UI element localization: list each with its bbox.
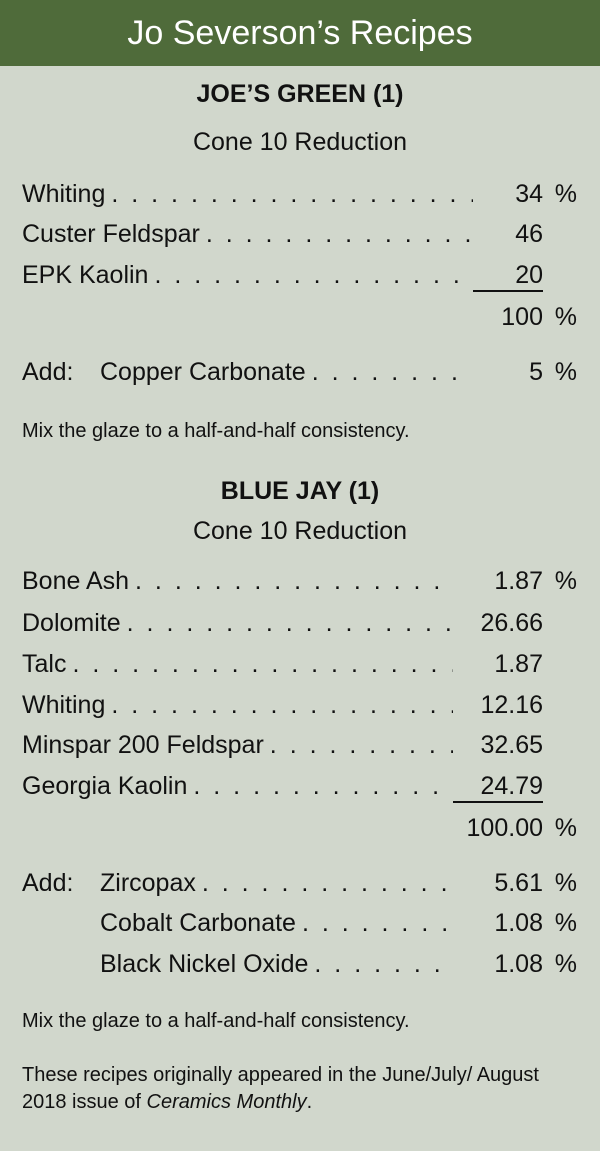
ingredient-name: Georgia Kaolin <box>22 772 188 800</box>
ingredient-name: Copper Carbonate <box>100 358 306 386</box>
dot-leader: . . . . . . . . . . . . . . . . . . . . … <box>126 609 453 637</box>
ingredient-name: EPK Kaolin <box>22 261 149 289</box>
ingredient-row: EPK Kaolin . . . . . . . . . . . . . . .… <box>22 261 577 292</box>
ingredient-name: Custer Feldspar <box>22 220 200 248</box>
total-row: 100.00% <box>22 814 577 844</box>
ingredient-row: Talc . . . . . . . . . . . . . . . . . .… <box>22 650 577 680</box>
dot-leader: . . . . . . . . . . . . . . . . . . . . … <box>154 261 473 289</box>
ingredient-name: Cobalt Carbonate <box>100 909 296 937</box>
ingredient-name: Whiting <box>22 180 106 208</box>
ingredient-amount: 5.61 <box>494 869 543 897</box>
unit: % <box>554 180 577 208</box>
recipe-title: BLUE JAY (1) <box>220 477 380 505</box>
ingredient-name: Black Nickel Oxide <box>100 950 309 978</box>
ingredient-name: Dolomite <box>22 609 121 637</box>
dot-leader: . . . . . . . . . . . . . . . . . . . . … <box>111 691 453 719</box>
ingredient-amount: 1.08 <box>494 950 543 978</box>
ingredient-amount: 5 <box>529 358 543 386</box>
ingredient-name: Whiting <box>22 691 106 719</box>
ingredient-row: Georgia Kaolin . . . . . . . . . . . . .… <box>22 772 577 803</box>
addition-row: Cobalt Carbonate . . . . . . . . . . . .… <box>22 909 577 939</box>
ingredient-amount: 12.16 <box>480 691 543 719</box>
firing-cone: Cone 10 Reduction <box>192 517 408 545</box>
unit: % <box>554 950 577 978</box>
total-row: 100% <box>22 303 577 333</box>
ingredient-row: Whiting . . . . . . . . . . . . . . . . … <box>22 180 577 210</box>
dot-leader: . . . . . . . . . . . . . . . . . . . . … <box>111 180 473 208</box>
recipe-note: Mix the glaze to a half-and-half consist… <box>22 1010 410 1032</box>
dot-leader: . . . . . . . . . . . . . . . . . . . . … <box>72 650 453 678</box>
ingredient-name: Talc <box>22 650 67 678</box>
ingredient-name: Zircopax <box>100 869 196 897</box>
addition-row: Add: Copper Carbonate . . . . . . . . . .… <box>22 358 577 388</box>
addition-row: Add: Zircopax . . . . . . . . . . . . . .… <box>22 869 577 899</box>
ingredient-amount: 46 <box>515 220 543 248</box>
ingredient-amount: 100.00 <box>466 814 543 842</box>
add-label: Add: <box>22 358 74 386</box>
dot-leader: . . . . . . . . . . . . . . . . . . . . … <box>193 772 453 800</box>
dot-leader: . . . . . . . . . . . . . . . . . . . . … <box>269 731 453 759</box>
add-label: Add: <box>22 869 74 897</box>
footer-note: These recipes originally appeared in the… <box>22 1064 539 1113</box>
ingredient-row: Minspar 200 Feldspar . . . . . . . . . .… <box>22 731 577 761</box>
dot-leader: . . . . . . . . . . . . . . . . . . . . … <box>135 567 453 595</box>
dot-leader: . . . . . . . . . . . . . . . . . . . . … <box>311 358 473 386</box>
unit: % <box>554 869 577 897</box>
ingredient-name: Bone Ash <box>22 567 130 595</box>
magazine-title: Ceramics Monthly <box>146 1091 307 1113</box>
header-title: Jo Severson’s Recipes <box>0 0 600 66</box>
dot-leader: . . . . . . . . . . . . . . . . . . . . … <box>301 909 453 937</box>
unit: % <box>554 303 577 331</box>
ingredient-amount: 26.66 <box>480 609 543 637</box>
ingredient-row: Custer Feldspar . . . . . . . . . . . . … <box>22 220 577 250</box>
firing-cone: Cone 10 Reduction <box>192 128 408 156</box>
dot-leader: . . . . . . . . . . . . . . . . . . . . … <box>205 220 473 248</box>
ingredient-name: Minspar 200 Feldspar <box>22 731 264 759</box>
recipe-title: JOE’S GREEN (1) <box>196 80 404 108</box>
ingredient-row: Dolomite . . . . . . . . . . . . . . . .… <box>22 609 577 639</box>
ingredient-amount: 1.87 <box>494 567 543 595</box>
dot-leader: . . . . . . . . . . . . . . . . . . . . … <box>314 950 453 978</box>
ingredient-amount: 1.87 <box>494 650 543 678</box>
dot-leader: . . . . . . . . . . . . . . . . . . . . … <box>201 869 453 897</box>
ingredient-amount: 32.65 <box>480 731 543 759</box>
ingredient-row: Whiting . . . . . . . . . . . . . . . . … <box>22 691 577 721</box>
ingredient-amount: 20 <box>473 261 543 292</box>
ingredient-amount: 100 <box>501 303 543 331</box>
ingredient-amount: 1.08 <box>494 909 543 937</box>
unit: % <box>554 909 577 937</box>
recipe-note: Mix the glaze to a half-and-half consist… <box>22 420 410 442</box>
unit: % <box>554 814 577 842</box>
unit: % <box>554 358 577 386</box>
unit: % <box>554 567 577 595</box>
ingredient-amount: 34 <box>515 180 543 208</box>
addition-row: Black Nickel Oxide . . . . . . . . . . .… <box>22 950 577 980</box>
ingredient-amount: 24.79 <box>453 772 543 803</box>
ingredient-row: Bone Ash . . . . . . . . . . . . . . . .… <box>22 567 577 597</box>
